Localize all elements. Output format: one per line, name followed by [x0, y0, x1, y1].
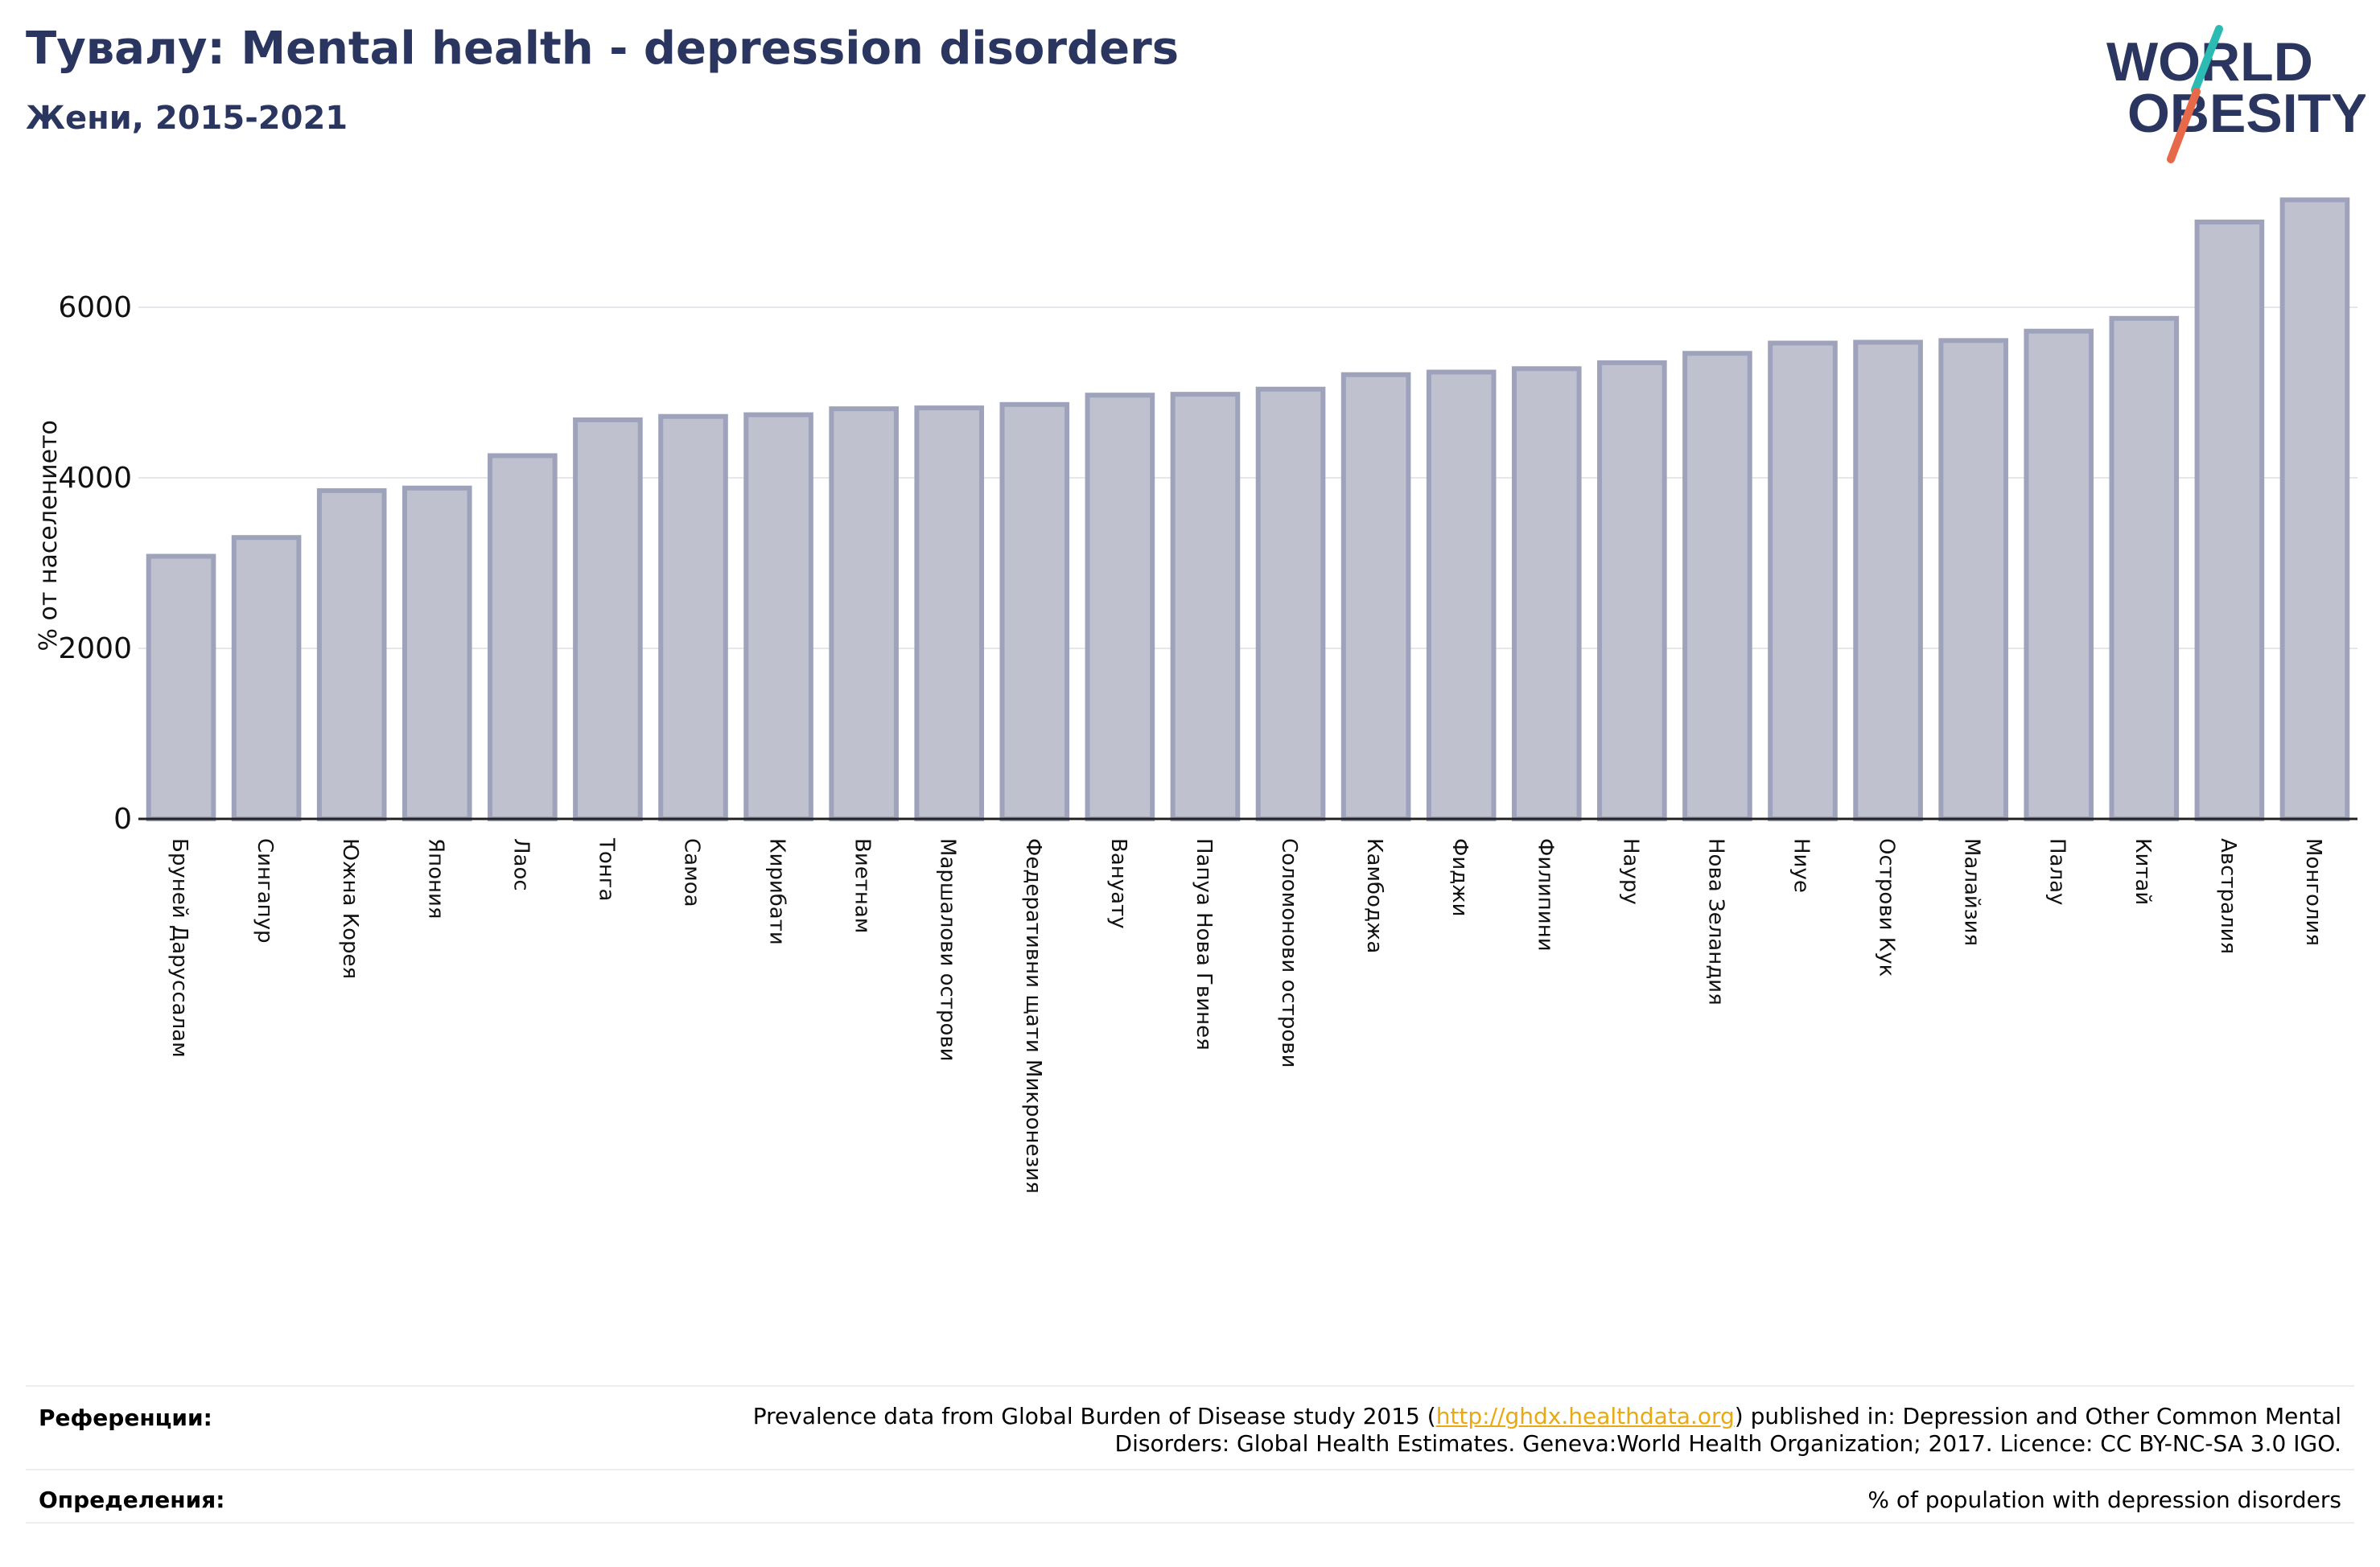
- bar: [743, 412, 813, 821]
- references-text: Prevalence data from Global Burden of Di…: [571, 1403, 2341, 1458]
- x-tick-label: Филипини: [1533, 838, 1557, 952]
- x-tick-label: Маршалови острови: [936, 838, 960, 1062]
- bar: [146, 553, 216, 822]
- footer-divider-middle: [26, 1469, 2354, 1470]
- x-tick-label: Острови Кук: [1875, 838, 1899, 977]
- references-label: Референции:: [39, 1405, 212, 1431]
- x-tick-label: Федеративни щати Микронезия: [1021, 838, 1045, 1194]
- chart-subtitle: Жени, 2015-2021: [26, 100, 348, 137]
- references-link[interactable]: http://ghdx.healthdata.org: [1435, 1403, 1735, 1429]
- y-tick-label: 0: [113, 803, 132, 836]
- bar-chart: 0 2000 4000 6000 % от населението Бруней Дару…: [35, 197, 2357, 1194]
- x-tick-label: Нова Зеландия: [1703, 838, 1727, 1006]
- y-tick-label: 6000: [58, 291, 132, 324]
- bar: [914, 405, 985, 821]
- footer-divider-bottom: [26, 1522, 2354, 1524]
- definitions-text: % of population with depression disorder…: [1867, 1487, 2341, 1513]
- bar: [829, 406, 899, 821]
- definitions-label: Определения:: [39, 1487, 225, 1513]
- y-axis-label: % от населението: [35, 420, 63, 651]
- x-tick-label: Ниуе: [1789, 838, 1814, 893]
- bar: [2109, 315, 2180, 821]
- references-text-post: ) published in: Depression and Other Com…: [1734, 1403, 2341, 1429]
- chart-title: Тувалу: Mental health - depression disor…: [26, 23, 1180, 75]
- bar: [488, 453, 558, 821]
- bar: [2279, 197, 2350, 821]
- x-tick-label: Малайзия: [1960, 838, 1984, 946]
- x-tick-label: Соломонови острови: [1277, 838, 1301, 1067]
- bar: [1340, 372, 1411, 821]
- bar: [316, 487, 387, 822]
- references-text-pre: Prevalence data from Global Burden of Di…: [752, 1403, 1436, 1429]
- bar: [1170, 392, 1241, 821]
- logo-word-obesity: OBESITY: [2127, 83, 2366, 144]
- bar: [573, 417, 643, 821]
- x-tick-label: Япония: [423, 838, 447, 919]
- references-row: Референции: Prevalence data from Global …: [26, 1387, 2354, 1467]
- x-tick-label: Австралия: [2216, 838, 2240, 954]
- x-tick-label: Камбоджа: [1362, 838, 1386, 953]
- x-tick-label: Кирибати: [765, 838, 789, 945]
- x-tick-label: Виетнам: [850, 838, 875, 933]
- x-tick-label: Лаос: [509, 838, 533, 891]
- x-tick-label: Фиджи: [1447, 838, 1472, 917]
- bar: [231, 535, 302, 821]
- logo-slash-teal: [2191, 25, 2223, 94]
- footer-divider-top: [26, 1385, 2354, 1387]
- bar: [1682, 351, 1752, 821]
- x-tick-label: Бруней Даруссалам: [167, 838, 191, 1058]
- bar: [1511, 366, 1582, 821]
- bar: [658, 413, 728, 821]
- bar: [2024, 328, 2094, 821]
- references-text-line2: Disorders: Global Health Estimates. Gene…: [1114, 1430, 2341, 1457]
- bar: [1597, 360, 1667, 821]
- logo-slash-red: [2167, 88, 2201, 163]
- x-tick-label: Палау: [2045, 838, 2069, 905]
- definitions-row: Определения: % of population with depres…: [26, 1470, 2354, 1522]
- bar: [1938, 338, 2008, 821]
- x-tick-label: Монголия: [2301, 838, 2325, 946]
- bar: [401, 485, 472, 821]
- bar: [1853, 339, 1923, 821]
- bar: [1255, 386, 1326, 821]
- x-tick-label: Южна Корея: [338, 838, 362, 979]
- x-tick-label: Папуа Нова Гвинея: [1192, 838, 1216, 1051]
- x-tick-label: Вануату: [1106, 838, 1130, 929]
- bar: [1085, 393, 1155, 821]
- x-tick-label: Тонга: [594, 837, 618, 901]
- x-tick-label: Китай: [2131, 838, 2155, 905]
- x-tick-label: Самоа: [680, 838, 704, 907]
- x-tick-label: Сингапур: [253, 838, 277, 944]
- bar: [999, 401, 1070, 821]
- world-obesity-logo: WORLD OBESITY: [2106, 25, 2366, 163]
- bar: [1768, 340, 1838, 821]
- y-tick-label: 4000: [58, 462, 132, 495]
- x-tick-label: Науру: [1618, 838, 1642, 905]
- y-tick-label: 2000: [58, 632, 132, 665]
- bar: [2194, 220, 2265, 821]
- bar: [1426, 369, 1497, 821]
